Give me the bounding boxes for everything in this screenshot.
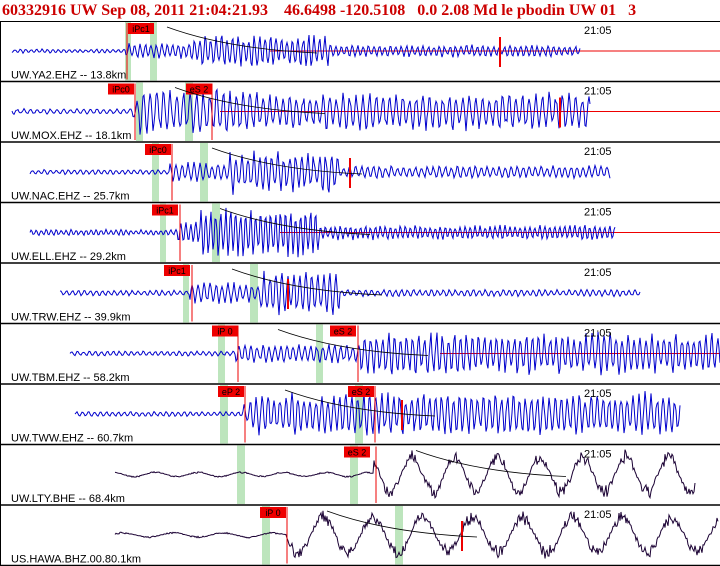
pick-label-text: eS 2 (190, 85, 209, 95)
time-label: 21:05 (584, 86, 612, 98)
trace-panel-4: iPc1 21:05 UW.TRW.EHZ -- 39.9km (0, 264, 720, 325)
pick-label-text: eP 2 (222, 387, 240, 397)
pick-window-0 (218, 324, 225, 383)
waveform-trace (69, 331, 720, 376)
pick-label-text: eS 2 (352, 387, 371, 397)
time-label: 21:05 (584, 207, 612, 219)
pick-label[interactable]: iPc1 (128, 23, 154, 34)
coda-curve (326, 510, 478, 538)
time-label: 21:05 (584, 328, 612, 340)
station-label: UW.NAC.EHZ -- 25.7km (11, 191, 130, 203)
station-label: UW.TRW.EHZ -- 39.9km (11, 312, 131, 324)
pick-window-1 (316, 324, 323, 383)
time-label: 21:05 (584, 449, 612, 461)
station-label: UW.LTY.BHE -- 68.4km (11, 493, 125, 505)
pick-window-1 (350, 445, 358, 504)
pick-label-text: iPc0 (112, 85, 130, 95)
station-label: UW.TBM.EHZ -- 58.2km (11, 372, 130, 384)
coda-curve (166, 26, 318, 54)
coda-curve (219, 208, 371, 235)
time-label: 21:05 (584, 25, 612, 37)
waveform-trace (11, 34, 581, 67)
pick-label[interactable]: iPc0 (108, 83, 134, 95)
pick-label-text: iP 0 (265, 508, 280, 518)
pick-label[interactable]: iP 0 (212, 325, 238, 337)
coda-curve (277, 329, 429, 356)
time-label: 21:05 (584, 509, 612, 521)
pick-window-1 (250, 264, 258, 323)
time-label: 21:05 (584, 146, 612, 158)
pick-window-1 (212, 203, 220, 262)
pick-label[interactable]: iPc1 (152, 204, 178, 216)
waveform-trace (114, 449, 696, 500)
pick-label[interactable]: iPc0 (145, 144, 171, 155)
trace-panel-1: iPc0 eS 2 21:05 UW.MOX.EHZ -- 18.1km (0, 82, 720, 143)
trace-panel-3: iPc1 21:05 UW.ELL.EHZ -- 29.2km (0, 203, 720, 264)
pick-label[interactable]: eS 2 (348, 386, 374, 397)
coda-curve (231, 268, 383, 296)
pick-window-0 (262, 506, 270, 565)
trace-panel-7: eS 2 21:05 UW.LTY.BHE -- 68.4km (0, 445, 720, 506)
trace-panel-2: iPc0 21:05 UW.NAC.EHZ -- 25.7km (0, 143, 720, 204)
time-label: 21:05 (584, 267, 612, 279)
seismogram-plot: iPc1 21:05 UW.YA2.EHZ -- 13.8km iPc0 eS 2 21:… (0, 21, 720, 566)
waveform-trace (74, 391, 681, 436)
pick-label-text: eS 2 (334, 327, 353, 337)
waveform-trace (29, 150, 611, 195)
pick-label[interactable]: eS 2 (330, 325, 356, 337)
pick-label-text: iP 0 (217, 327, 232, 337)
pick-window-0 (160, 203, 166, 262)
station-label: UW.ELL.EHZ -- 29.2km (11, 251, 126, 263)
pick-label[interactable]: eS 2 (186, 83, 212, 95)
coda-curve (284, 389, 436, 417)
pick-label-text: iPc1 (132, 24, 150, 34)
pick-label[interactable]: iPc1 (164, 265, 190, 276)
pick-label[interactable]: iP 0 (260, 507, 286, 518)
station-label: UW.MOX.EHZ -- 18.1km (11, 130, 131, 142)
pick-window-0 (136, 82, 143, 141)
coda-curve (211, 147, 363, 175)
pick-label[interactable]: eS 2 (344, 446, 370, 458)
pick-label[interactable]: eP 2 (218, 386, 244, 397)
pick-window-1 (200, 143, 208, 202)
pick-window-0 (237, 445, 245, 504)
trace-panel-8: iP 0 21:05 US.HAWA.BHZ.00.80.1km (0, 506, 720, 566)
time-label: 21:05 (584, 388, 612, 400)
station-label: UW.TWW.EHZ -- 60.7km (11, 433, 133, 445)
waveform-trace (29, 207, 616, 258)
waveform-trace (59, 270, 641, 316)
station-label: UW.YA2.EHZ -- 13.8km (11, 70, 126, 82)
pick-label-text: iPc1 (168, 266, 186, 276)
trace-panel-6: eP 2 eS 2 21:05 UW.TWW.EHZ -- 60.7km (0, 385, 720, 446)
coda-curve (174, 87, 326, 114)
pick-window-0 (152, 143, 159, 202)
pick-label-text: iPc0 (149, 145, 167, 155)
pick-window-1 (185, 82, 193, 141)
station-label: US.HAWA.BHZ.00.80.1km (11, 554, 141, 566)
event-header: 60332916 UW Sep 08, 2011 21:04:21.93 46.… (2, 2, 637, 19)
pick-window-1 (150, 22, 157, 81)
pick-window-0 (183, 264, 189, 323)
pick-label-text: iPc1 (156, 206, 174, 216)
coda-curve (415, 450, 567, 477)
waveform-trace (11, 87, 591, 135)
trace-panel-5: iP 0 eS 2 21:05 UW.TBM.EHZ -- 58.2km (0, 324, 720, 385)
trace-panel-0: iPc1 21:05 UW.YA2.EHZ -- 13.8km (0, 22, 720, 83)
pick-label-text: eS 2 (348, 448, 367, 458)
pick-window-1 (395, 506, 403, 565)
waveform-trace (114, 510, 719, 559)
